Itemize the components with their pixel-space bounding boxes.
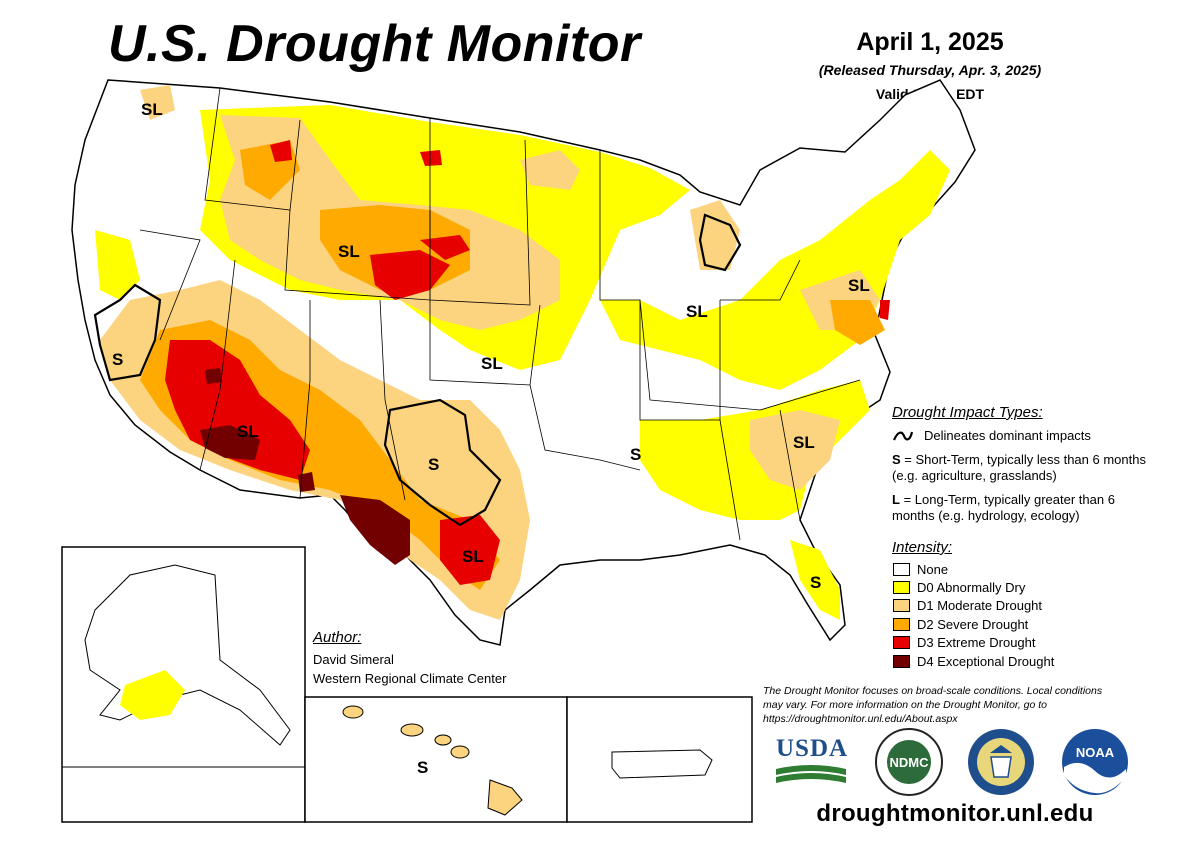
map-label: SL bbox=[481, 354, 503, 373]
impact-boundaries bbox=[93, 213, 742, 527]
intensity-legend-item: D2 Severe Drought bbox=[893, 615, 1054, 633]
map-label: SL bbox=[141, 100, 163, 119]
hawaii-inset-frame bbox=[304, 696, 568, 823]
intensity-label: D0 Abnormally Dry bbox=[917, 580, 1026, 596]
map-label: SL bbox=[462, 547, 484, 566]
map-label: S bbox=[417, 758, 429, 777]
map-label: SL bbox=[793, 433, 815, 452]
map-title: U.S. Drought Monitor bbox=[108, 15, 641, 73]
intensity-swatch bbox=[893, 562, 910, 576]
short-term-definition: S = Short-Term, typically less than 6 mo… bbox=[892, 452, 1146, 483]
intensity-legend-item: None bbox=[893, 560, 1054, 578]
map-label: S bbox=[112, 350, 124, 369]
state-boundaries bbox=[139, 87, 861, 541]
author-name: David Simeral bbox=[313, 652, 394, 667]
intensity-swatch bbox=[893, 617, 910, 631]
intensity-heading: Intensity: bbox=[892, 539, 953, 556]
noaa-logo: NOAA bbox=[1060, 727, 1130, 797]
map-label: S bbox=[810, 573, 822, 592]
alaska-d0 bbox=[120, 670, 185, 720]
intensity-label: D3 Extreme Drought bbox=[917, 635, 1036, 651]
map-label: SL bbox=[237, 422, 259, 441]
delineates-label: Delineates dominant impacts bbox=[924, 428, 1091, 443]
impact-line-icon bbox=[892, 431, 914, 440]
d4-areas bbox=[200, 368, 410, 565]
ndmc-logo: NDMC bbox=[874, 727, 944, 797]
intensity-legend-item: D0 Abnormally Dry bbox=[893, 578, 1054, 596]
map-label: SL bbox=[686, 302, 708, 321]
usda-wordmark: USDA bbox=[776, 735, 849, 762]
department-of-commerce-seal bbox=[966, 727, 1036, 797]
author-organization: Western Regional Climate Center bbox=[313, 671, 507, 686]
puerto-rico-shape bbox=[611, 749, 713, 779]
intensity-label: D1 Moderate Drought bbox=[917, 598, 1043, 614]
delineates-row: Delineates dominant impacts bbox=[892, 428, 1091, 443]
intensity-legend-item: D4 Exceptional Drought bbox=[893, 652, 1054, 670]
hawaii-islands bbox=[342, 705, 523, 816]
map-label: S bbox=[630, 445, 642, 464]
website-url: droughtmonitor.unl.edu bbox=[816, 800, 1094, 827]
map-date: April 1, 2025 bbox=[856, 28, 1004, 56]
intensity-legend: None D0 Abnormally Dry D1 Moderate Drought… bbox=[893, 560, 1054, 670]
long-term-definition: L = Long-Term, typically greater than 6 … bbox=[892, 492, 1115, 523]
intensity-label: None bbox=[917, 561, 949, 577]
intensity-swatch bbox=[893, 654, 910, 668]
usda-logo: USDA bbox=[776, 735, 849, 793]
intensity-label: D4 Exceptional Drought bbox=[917, 653, 1055, 669]
svg-text:NOAA: NOAA bbox=[1076, 745, 1115, 760]
intensity-swatch bbox=[893, 636, 910, 650]
intensity-swatch bbox=[893, 599, 910, 613]
release-date: (Released Thursday, Apr. 3, 2025) bbox=[818, 62, 1042, 78]
usda-field-icon bbox=[776, 765, 846, 783]
intensity-swatch bbox=[893, 581, 910, 595]
map-label: S bbox=[428, 455, 440, 474]
intensity-label: D2 Severe Drought bbox=[917, 616, 1029, 632]
svg-text:NDMC: NDMC bbox=[890, 755, 930, 770]
disclaimer-text: The Drought Monitor focuses on broad-sca… bbox=[763, 685, 1103, 725]
impact-types-heading: Drought Impact Types: bbox=[892, 404, 1043, 421]
map-label: SL bbox=[338, 242, 360, 261]
intensity-legend-item: D1 Moderate Drought bbox=[893, 597, 1054, 615]
map-label: SL bbox=[848, 276, 870, 295]
author-heading: Author: bbox=[313, 629, 362, 646]
intensity-legend-item: D3 Extreme Drought bbox=[893, 634, 1054, 652]
